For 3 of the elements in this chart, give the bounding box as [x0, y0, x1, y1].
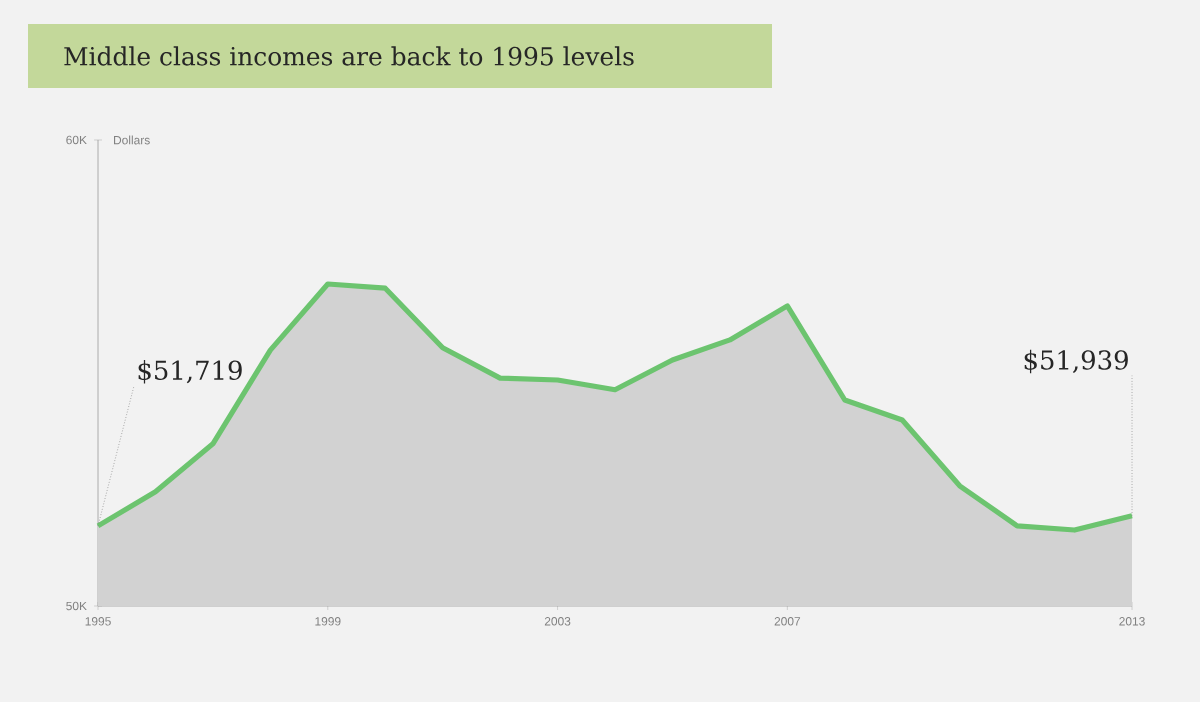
annotation: $51,719: [138, 360, 242, 384]
chart-title: Middle class incomes are back to 1995 levels: [64, 46, 634, 66]
annotation: $51,939: [1024, 349, 1128, 374]
